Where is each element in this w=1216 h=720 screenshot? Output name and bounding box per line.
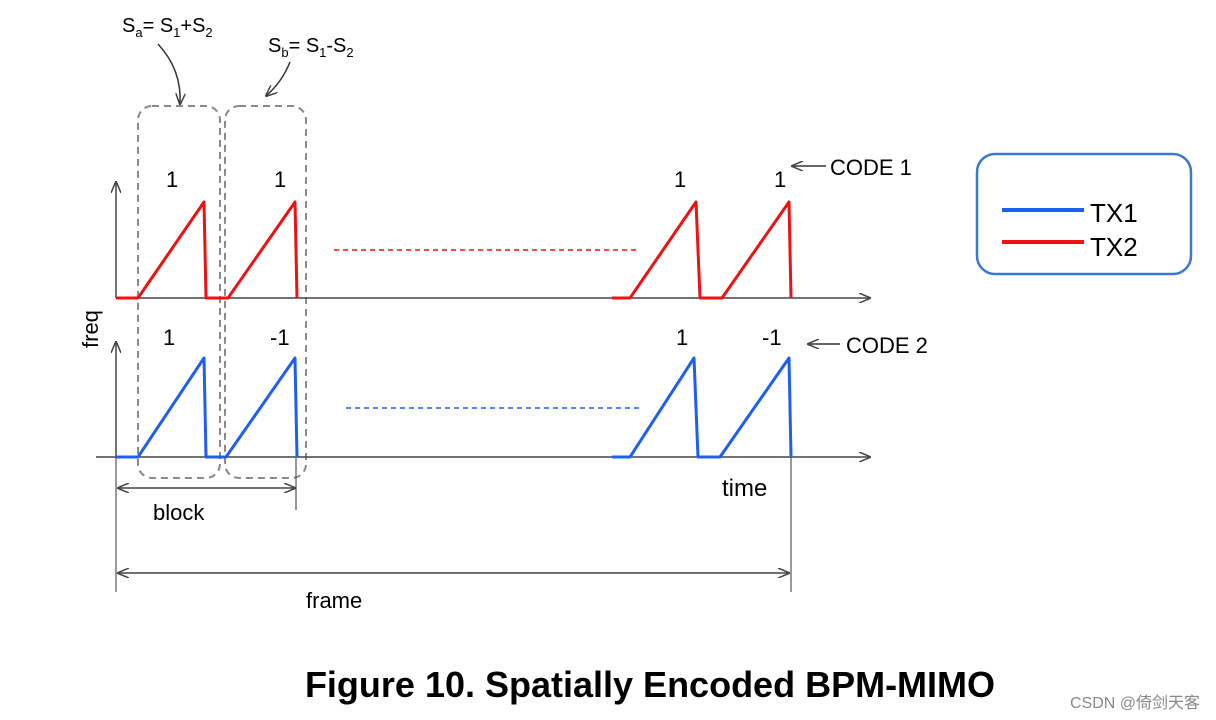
tx1-chirp-train-1 [116,356,299,459]
figure-caption: Figure 10. Spatially Encoded BPM-MIMO [305,664,995,705]
tx2-code-value: 1 [166,167,178,192]
sa-pointer-arrow [157,43,180,104]
watermark: CSDN @倚剑天客 [1070,694,1200,712]
tx2-code-value: 1 [674,167,686,192]
tx1-code-value: -1 [270,325,290,350]
tx1-code-value: 1 [676,325,688,350]
sb-pointer-arrow [266,61,291,96]
legend-box [975,152,1193,276]
sb-dashed-box [224,105,307,479]
tx2-chirp-train-1 [116,200,299,300]
code1-label: CODE 1 [830,155,912,180]
tx2-chirp-train-2 [612,200,793,300]
tx1-code-value: 1 [163,325,175,350]
tx1-code-value: -1 [762,325,782,350]
sa-annotation: Sa= S1+S2 [122,15,213,40]
tx1-chirp-train-2 [612,356,793,459]
sb-annotation: Sb= S1-S2 [268,35,354,60]
frame-label: frame [306,588,362,613]
legend-label-tx2: TX2 [1090,232,1138,262]
sa-dashed-box [137,105,221,479]
tx2-code-value: 1 [274,167,286,192]
freq-axis-label: freq [78,310,103,348]
legend-label-tx1: TX1 [1090,198,1138,228]
time-axis-label: time [722,475,767,502]
legend: TX1 TX2 [975,152,1193,276]
block-label: block [153,500,205,525]
tx2-code-value: 1 [774,167,786,192]
code2-label: CODE 2 [846,333,928,358]
